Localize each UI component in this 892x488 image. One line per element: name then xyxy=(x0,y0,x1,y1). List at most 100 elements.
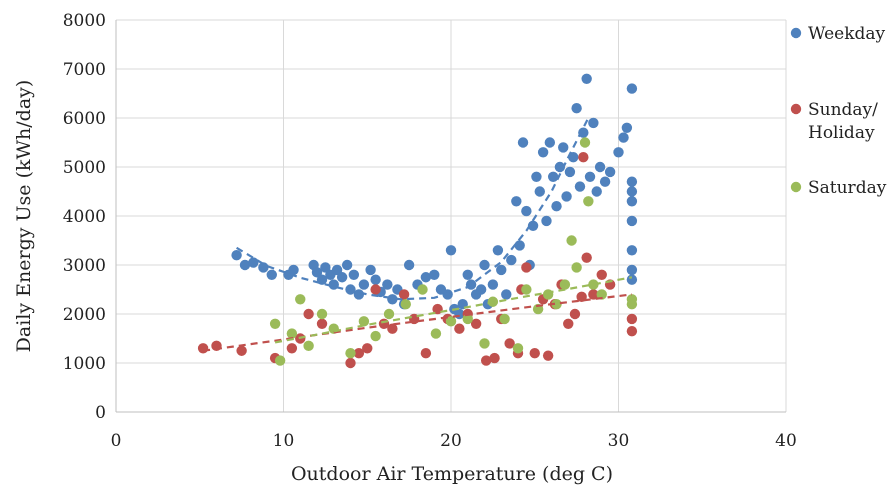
trendline-weekday xyxy=(236,117,590,301)
series-saturday xyxy=(269,137,638,366)
x-axis-title: Outdoor Air Temperature (deg C) xyxy=(291,463,613,485)
series-sunday-holiday xyxy=(197,152,638,369)
data-point-weekday xyxy=(584,171,596,182)
data-point-sunday-holiday xyxy=(596,269,607,280)
y-tick-label: 3000 xyxy=(63,256,106,276)
data-point-weekday xyxy=(258,262,269,273)
data-point-saturday xyxy=(571,262,582,273)
data-point-saturday xyxy=(521,284,532,295)
data-point-weekday xyxy=(320,262,331,273)
data-point-weekday xyxy=(588,117,599,129)
legend-marker-weekday xyxy=(790,27,802,39)
data-point-weekday xyxy=(511,196,522,207)
legend-label-saturday: Saturday xyxy=(808,178,887,198)
y-tick-label: 7000 xyxy=(63,60,106,80)
data-point-sunday-holiday xyxy=(626,325,638,337)
data-point-weekday xyxy=(527,220,539,231)
y-tick-label: 2000 xyxy=(63,305,106,325)
data-point-weekday xyxy=(626,274,638,285)
data-point-weekday xyxy=(618,132,629,143)
data-point-weekday xyxy=(534,186,545,197)
axes xyxy=(115,20,786,413)
data-point-weekday xyxy=(558,142,569,153)
grid-lines xyxy=(116,19,787,412)
data-point-saturday xyxy=(566,235,577,246)
data-point-weekday xyxy=(492,245,504,256)
data-point-weekday xyxy=(370,274,381,285)
y-tick-label: 0 xyxy=(95,403,106,423)
data-point-weekday xyxy=(336,272,348,283)
data-point-saturday xyxy=(479,338,490,349)
y-tick-label: 8000 xyxy=(63,11,106,31)
data-point-sunday-holiday xyxy=(454,323,465,334)
data-point-saturday xyxy=(445,316,457,327)
data-point-saturday xyxy=(583,196,594,207)
y-tick-label: 5000 xyxy=(63,158,106,178)
data-point-weekday xyxy=(564,166,576,178)
data-point-sunday-holiday xyxy=(578,152,589,163)
data-point-weekday xyxy=(581,73,592,85)
legend-label-sunday-holiday: Sunday/Holiday xyxy=(808,100,878,143)
data-point-weekday xyxy=(578,127,589,138)
data-point-saturday xyxy=(316,308,328,320)
data-point-weekday xyxy=(626,245,638,256)
legend-marker-sunday-holiday xyxy=(790,103,802,115)
data-point-weekday xyxy=(382,279,393,290)
data-point-weekday xyxy=(554,161,566,173)
data-point-saturday xyxy=(430,328,442,339)
data-point-weekday xyxy=(288,264,299,276)
data-point-weekday xyxy=(531,171,542,182)
data-point-sunday-holiday xyxy=(521,262,532,273)
data-point-weekday xyxy=(353,289,365,300)
data-point-saturday xyxy=(417,284,428,295)
y-tick-label: 6000 xyxy=(63,109,106,129)
y-tick-label: 1000 xyxy=(63,354,106,374)
data-point-weekday xyxy=(506,254,517,266)
x-tick-label: 0 xyxy=(111,431,122,451)
data-point-weekday xyxy=(626,196,638,207)
data-point-sunday-holiday xyxy=(286,343,298,354)
data-point-saturday xyxy=(499,313,510,325)
data-point-sunday-holiday xyxy=(370,284,381,295)
data-point-weekday xyxy=(266,269,277,280)
data-point-weekday xyxy=(626,264,638,276)
y-axis-title: Daily Energy Use (kWh/day) xyxy=(13,80,35,353)
data-point-sunday-holiday xyxy=(316,318,328,329)
x-tick-label: 40 xyxy=(775,431,797,451)
data-point-sunday-holiday xyxy=(362,343,373,354)
data-point-weekday xyxy=(331,264,343,276)
data-point-weekday xyxy=(571,103,582,114)
data-point-weekday xyxy=(541,215,552,227)
data-point-weekday xyxy=(514,240,525,251)
x-tick-label: 20 xyxy=(440,431,462,451)
data-point-weekday xyxy=(604,166,616,178)
data-point-weekday xyxy=(365,264,376,276)
data-point-saturday xyxy=(400,299,411,310)
data-point-saturday xyxy=(542,289,554,300)
data-point-weekday xyxy=(445,245,457,256)
data-point-saturday xyxy=(358,316,370,327)
data-point-sunday-holiday xyxy=(387,323,398,334)
data-point-weekday xyxy=(462,269,473,280)
x-tick-label: 30 xyxy=(608,431,630,451)
data-point-saturday xyxy=(588,279,599,290)
data-point-weekday xyxy=(341,259,353,271)
data-point-sunday-holiday xyxy=(542,350,554,361)
trendline-sunday-holiday xyxy=(202,293,633,352)
data-point-weekday xyxy=(403,259,415,271)
x-tick-labels: 0 10 20 30 40 xyxy=(111,431,797,451)
data-point-sunday-holiday xyxy=(581,252,592,263)
data-point-sunday-holiday xyxy=(345,357,356,369)
data-point-sunday-holiday xyxy=(470,318,482,329)
data-point-saturday xyxy=(559,279,571,290)
data-point-weekday xyxy=(501,289,512,300)
data-point-sunday-holiday xyxy=(236,345,247,356)
legend: Weekday Sunday/Holiday Saturday xyxy=(790,24,887,198)
data-point-weekday xyxy=(479,259,490,271)
data-point-saturday xyxy=(596,289,607,300)
data-point-sunday-holiday xyxy=(303,308,314,320)
data-point-saturday xyxy=(286,328,298,339)
data-point-weekday xyxy=(574,181,586,192)
data-point-weekday xyxy=(626,186,638,197)
